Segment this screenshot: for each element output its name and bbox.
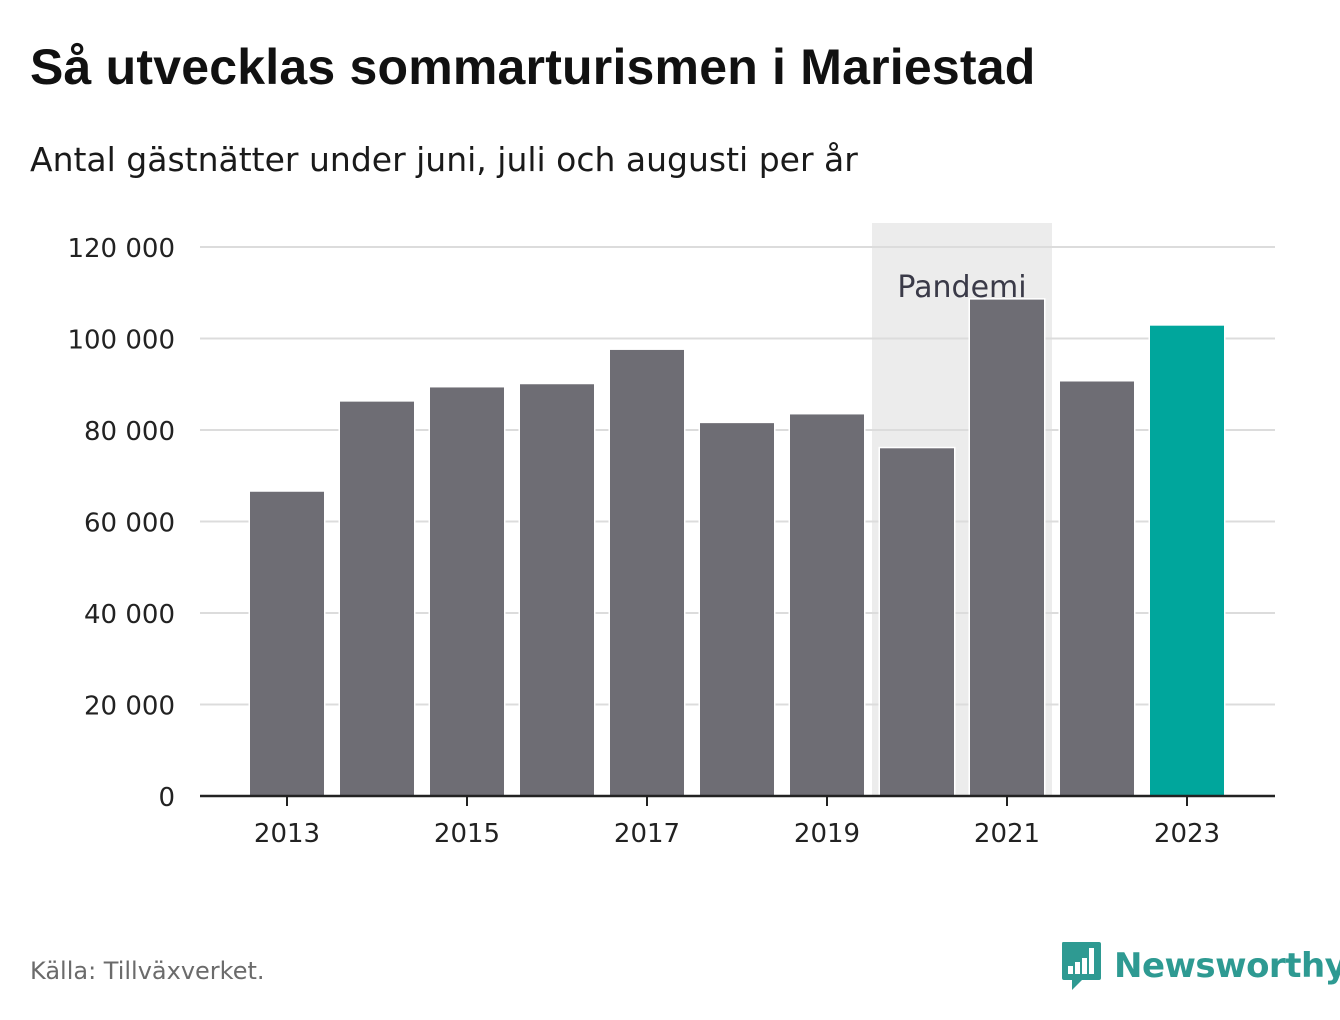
x-tick-label: 2013 [254, 819, 320, 849]
x-tick-label: 2017 [614, 819, 680, 849]
x-tick-label: 2021 [974, 819, 1040, 849]
bar-2020 [878, 446, 956, 798]
bar-2013 [248, 490, 326, 798]
y-tick-label: 0 [158, 783, 175, 813]
x-tick-label: 2015 [434, 819, 500, 849]
chart-subtitle: Antal gästnätter under juni, juli och au… [30, 140, 858, 179]
bar-2017 [608, 348, 686, 798]
y-tick-label: 80 000 [84, 417, 175, 447]
bar-2021 [968, 298, 1046, 798]
bar-2023 [1148, 324, 1226, 798]
y-tick-label: 40 000 [84, 600, 175, 630]
newsworthy-logo-icon [1062, 942, 1101, 990]
source-note: Källa: Tillväxverket. [30, 957, 265, 985]
bar-2022 [1058, 380, 1136, 798]
brand-name: Newsworthy [1114, 946, 1340, 986]
bar-2016 [518, 382, 596, 798]
bar-2015 [428, 385, 506, 798]
x-tick-label: 2023 [1154, 819, 1220, 849]
chart-title: Så utvecklas sommarturismen i Mariestad [30, 39, 1036, 95]
x-tick-label: 2019 [794, 819, 860, 849]
y-tick-label: 100 000 [67, 326, 175, 356]
brand-logo: Newsworthy [1060, 938, 1340, 994]
bar-2014 [338, 400, 416, 798]
bar-2018 [698, 421, 776, 798]
y-tick-label: 120 000 [67, 234, 175, 264]
y-tick-label: 20 000 [84, 692, 175, 722]
bar-2019 [788, 412, 866, 798]
y-tick-label: 60 000 [84, 509, 175, 539]
